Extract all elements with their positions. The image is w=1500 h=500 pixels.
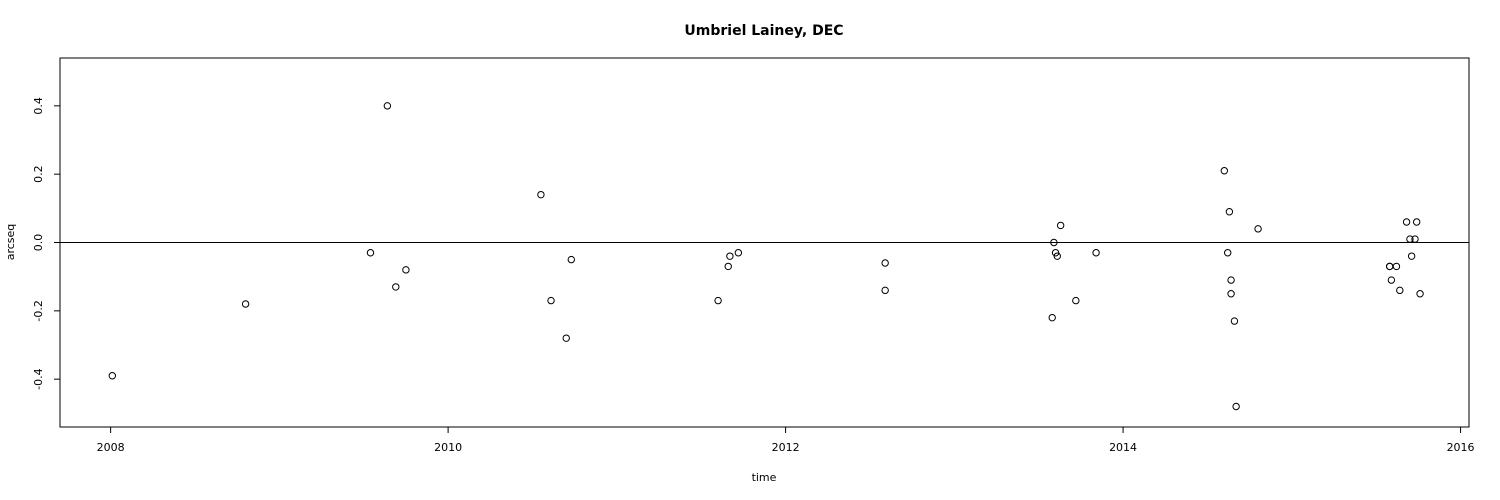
x-axis-label: time	[752, 471, 777, 484]
data-point	[1092, 249, 1100, 257]
data-point	[547, 296, 555, 305]
data-point	[1412, 218, 1421, 226]
data-point	[714, 296, 722, 305]
x-tick-label: 2010	[434, 441, 462, 454]
data-point	[1220, 167, 1229, 175]
y-tick-label: -0.2	[32, 300, 45, 321]
chart-title: Umbriel Lainey, DEC	[684, 23, 843, 39]
data-point	[1387, 276, 1396, 284]
data-point	[1053, 252, 1061, 260]
data-point	[1402, 218, 1411, 226]
data-point	[366, 249, 375, 257]
data-point	[1385, 262, 1394, 271]
data-point	[1232, 402, 1240, 411]
x-tick-label: 2008	[97, 441, 125, 454]
y-axis: -0.4 -0.2 0.0 0.2 0.4	[32, 97, 61, 390]
data-point	[1227, 290, 1235, 298]
y-tick-label: 0.2	[32, 165, 45, 183]
y-tick-label: 0.0	[32, 234, 45, 252]
data-point	[1050, 238, 1058, 247]
x-tick-label: 2016	[1447, 441, 1475, 454]
data-point	[1407, 252, 1416, 260]
y-tick-label: -0.4	[32, 368, 45, 389]
data-point	[1254, 225, 1262, 233]
data-point	[392, 283, 400, 291]
y-tick-label: 0.4	[32, 97, 45, 115]
data-point	[241, 300, 250, 308]
data-point	[562, 334, 570, 342]
data-point	[1392, 262, 1401, 271]
data-point	[881, 286, 889, 295]
data-point	[1072, 296, 1080, 305]
data-point	[881, 259, 889, 267]
data-point	[567, 255, 575, 264]
data-point	[1411, 235, 1419, 243]
data-point	[1225, 208, 1234, 216]
data-point	[726, 252, 734, 260]
data-point	[734, 249, 743, 257]
data-point	[537, 190, 545, 199]
data-point	[724, 262, 732, 271]
data-point	[1227, 276, 1235, 284]
y-axis-label: arcseq	[4, 224, 17, 261]
data-point	[1416, 290, 1424, 298]
data-point	[1056, 221, 1065, 230]
data-point	[108, 372, 117, 380]
data-point	[1230, 317, 1239, 325]
data-point	[1048, 313, 1056, 322]
data-point	[1406, 235, 1414, 243]
data-point	[383, 102, 392, 110]
x-tick-label: 2012	[772, 441, 800, 454]
data-points	[108, 102, 1424, 411]
data-point	[1223, 249, 1232, 257]
data-point	[402, 266, 410, 274]
x-axis: 2008 2010 2012 2014 2016	[97, 426, 1475, 454]
data-point	[1396, 286, 1404, 295]
x-tick-label: 2014	[1109, 441, 1137, 454]
data-point	[1051, 249, 1060, 257]
